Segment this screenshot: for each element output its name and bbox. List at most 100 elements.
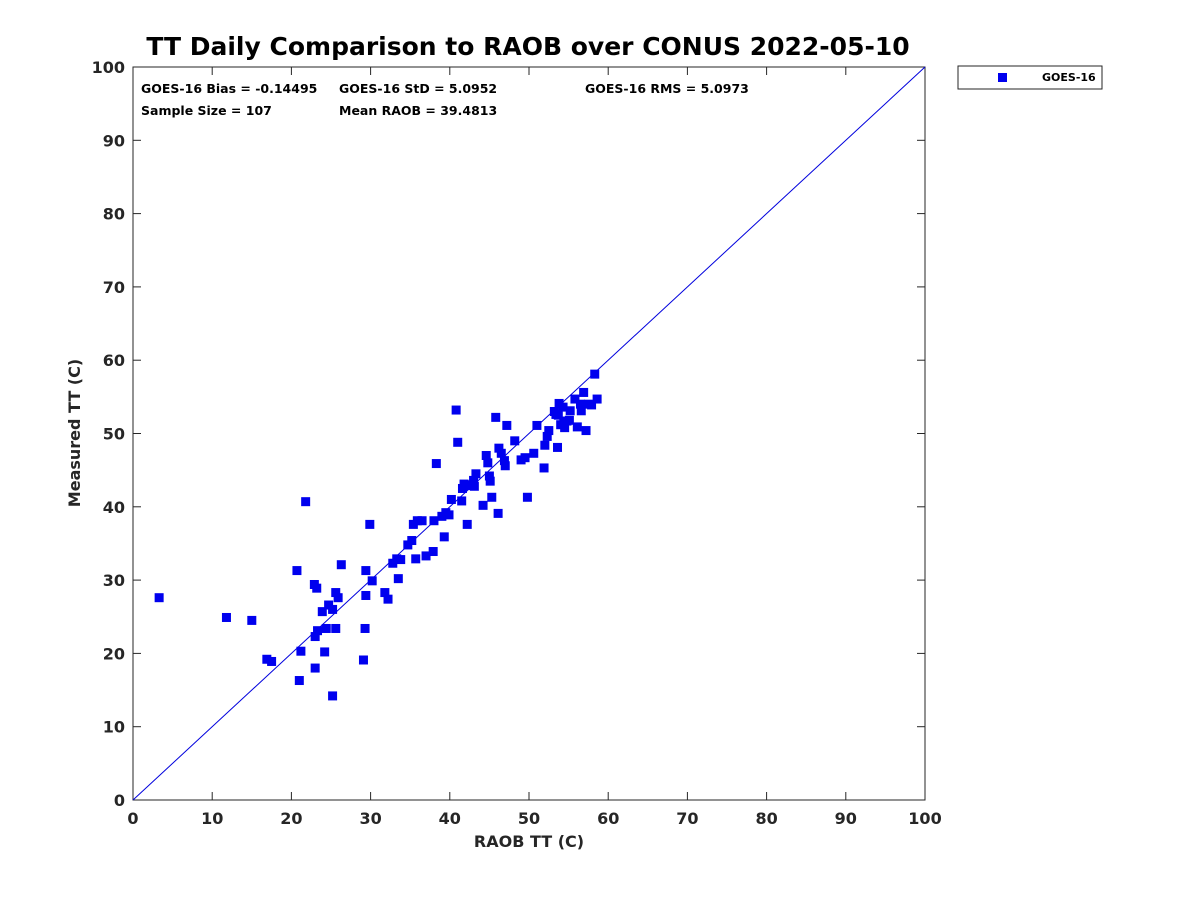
stat-std: GOES-16 StD = 5.0952 bbox=[339, 81, 497, 96]
data-point bbox=[361, 590, 371, 600]
x-tick-label: 80 bbox=[755, 809, 777, 828]
data-point bbox=[317, 607, 327, 617]
y-tick-label: 90 bbox=[103, 131, 125, 150]
data-point bbox=[493, 508, 503, 518]
y-tick-label: 80 bbox=[103, 205, 125, 224]
data-point bbox=[444, 510, 454, 520]
data-point bbox=[328, 691, 338, 701]
data-point bbox=[221, 612, 231, 622]
x-tick-label: 40 bbox=[439, 809, 461, 828]
x-tick-label: 30 bbox=[359, 809, 381, 828]
data-point bbox=[590, 369, 600, 379]
legend-entry-label: GOES-16 bbox=[1042, 71, 1096, 84]
data-point bbox=[540, 440, 550, 450]
y-tick-label: 40 bbox=[103, 498, 125, 517]
data-point bbox=[532, 420, 542, 430]
data-point bbox=[494, 443, 504, 453]
data-point bbox=[331, 623, 341, 633]
data-point bbox=[485, 476, 495, 486]
data-point bbox=[579, 387, 589, 397]
data-point bbox=[407, 536, 417, 546]
y-axis-ticks: 0 10 20 30 40 50 60 70 80 90 100 bbox=[92, 58, 925, 810]
x-tick-label: 50 bbox=[518, 809, 540, 828]
data-point bbox=[296, 646, 306, 656]
x-tick-label: 70 bbox=[676, 809, 698, 828]
data-point bbox=[581, 426, 591, 436]
data-point bbox=[565, 406, 575, 416]
one-to-one-reference-line bbox=[132, 66, 926, 801]
data-point bbox=[553, 442, 563, 452]
data-point bbox=[542, 431, 552, 441]
stat-bias: GOES-16 Bias = -0.14495 bbox=[141, 81, 317, 96]
data-point bbox=[328, 604, 338, 614]
data-point bbox=[502, 420, 512, 430]
data-point bbox=[483, 458, 493, 468]
data-point bbox=[301, 497, 311, 507]
data-point bbox=[431, 459, 441, 469]
data-point bbox=[429, 516, 439, 526]
data-point bbox=[564, 415, 574, 425]
data-point bbox=[310, 632, 320, 642]
data-point bbox=[333, 593, 343, 603]
data-point bbox=[421, 551, 431, 561]
data-point bbox=[572, 422, 582, 432]
x-tick-label: 90 bbox=[835, 809, 857, 828]
data-point bbox=[393, 574, 403, 584]
data-point bbox=[575, 399, 585, 409]
data-point bbox=[247, 615, 257, 625]
chart-title: TT Daily Comparison to RAOB over CONUS 2… bbox=[146, 32, 909, 61]
data-point bbox=[292, 566, 302, 576]
legend-box bbox=[957, 65, 1103, 90]
data-point bbox=[576, 406, 586, 416]
data-point bbox=[544, 426, 554, 436]
plot-area: 0 10 20 30 40 50 60 70 80 90 100 0 10 20 30 40 50 60 70 80… bbox=[92, 58, 942, 828]
x-axis-label: RAOB TT (C) bbox=[474, 832, 584, 851]
data-point bbox=[412, 516, 422, 526]
data-point bbox=[267, 656, 277, 666]
data-point bbox=[310, 663, 320, 673]
data-point bbox=[560, 423, 570, 433]
data-point bbox=[396, 555, 406, 565]
data-point bbox=[383, 594, 393, 604]
legend: GOES-16 bbox=[957, 65, 1103, 90]
data-point bbox=[294, 676, 304, 686]
data-point bbox=[439, 532, 449, 542]
y-axis-label: Measured TT (C) bbox=[65, 359, 84, 507]
stats-annotations: GOES-16 Bias = -0.14495 GOES-16 StD = 5.… bbox=[141, 81, 749, 118]
data-point bbox=[411, 554, 421, 564]
stat-mean-raob: Mean RAOB = 39.4813 bbox=[339, 103, 497, 118]
stat-rms: GOES-16 RMS = 5.0973 bbox=[585, 81, 749, 96]
data-point bbox=[462, 519, 472, 529]
data-point bbox=[154, 593, 164, 603]
y-tick-label: 50 bbox=[103, 425, 125, 444]
data-point bbox=[510, 436, 520, 446]
data-point bbox=[491, 412, 501, 422]
data-point bbox=[471, 469, 481, 479]
data-point bbox=[320, 647, 330, 657]
x-tick-label: 60 bbox=[597, 809, 619, 828]
x-tick-label: 100 bbox=[908, 809, 941, 828]
data-point bbox=[500, 461, 510, 471]
data-point bbox=[553, 410, 563, 420]
data-point bbox=[380, 588, 390, 598]
data-point bbox=[358, 655, 368, 665]
data-point bbox=[336, 560, 346, 570]
data-point bbox=[484, 471, 494, 481]
data-point bbox=[465, 480, 475, 490]
data-point bbox=[367, 576, 377, 586]
legend-marker-square bbox=[998, 73, 1007, 82]
data-point bbox=[321, 623, 331, 633]
data-point bbox=[522, 492, 532, 502]
data-point bbox=[481, 450, 491, 460]
data-point bbox=[478, 500, 488, 510]
data-point bbox=[529, 448, 539, 458]
data-point bbox=[331, 588, 341, 598]
x-axis-ticks: 0 10 20 30 40 50 60 70 80 90 100 bbox=[127, 67, 942, 828]
y-tick-label: 70 bbox=[103, 278, 125, 297]
data-point bbox=[361, 566, 371, 576]
y-tick-label: 30 bbox=[103, 571, 125, 590]
data-point bbox=[487, 492, 497, 502]
y-tick-label: 60 bbox=[103, 351, 125, 370]
data-point bbox=[558, 402, 568, 412]
x-tick-label: 20 bbox=[280, 809, 302, 828]
